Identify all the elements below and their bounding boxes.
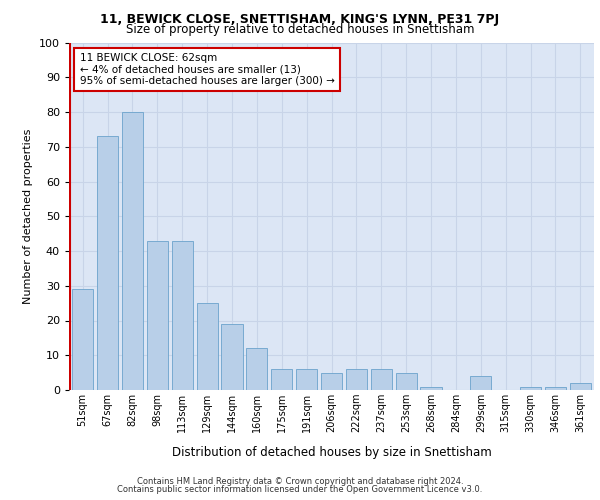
Bar xyxy=(221,324,242,390)
Bar xyxy=(172,240,193,390)
Bar xyxy=(470,376,491,390)
Bar xyxy=(321,372,342,390)
Text: 11 BEWICK CLOSE: 62sqm
← 4% of detached houses are smaller (13)
95% of semi-deta: 11 BEWICK CLOSE: 62sqm ← 4% of detached … xyxy=(79,53,334,86)
Text: Contains public sector information licensed under the Open Government Licence v3: Contains public sector information licen… xyxy=(118,485,482,494)
Text: 11, BEWICK CLOSE, SNETTISHAM, KING'S LYNN, PE31 7PJ: 11, BEWICK CLOSE, SNETTISHAM, KING'S LYN… xyxy=(100,12,500,26)
Bar xyxy=(395,372,417,390)
Text: Contains HM Land Registry data © Crown copyright and database right 2024.: Contains HM Land Registry data © Crown c… xyxy=(137,477,463,486)
Bar xyxy=(122,112,143,390)
Bar xyxy=(545,386,566,390)
Text: Size of property relative to detached houses in Snettisham: Size of property relative to detached ho… xyxy=(126,22,474,36)
Bar xyxy=(570,383,591,390)
Bar xyxy=(520,386,541,390)
Bar xyxy=(97,136,118,390)
Bar xyxy=(147,240,168,390)
Bar xyxy=(371,369,392,390)
Bar xyxy=(197,303,218,390)
Bar xyxy=(421,386,442,390)
Bar xyxy=(346,369,367,390)
Bar xyxy=(296,369,317,390)
Bar xyxy=(271,369,292,390)
X-axis label: Distribution of detached houses by size in Snettisham: Distribution of detached houses by size … xyxy=(172,446,491,459)
Bar xyxy=(72,289,93,390)
Bar xyxy=(246,348,268,390)
Y-axis label: Number of detached properties: Number of detached properties xyxy=(23,128,34,304)
